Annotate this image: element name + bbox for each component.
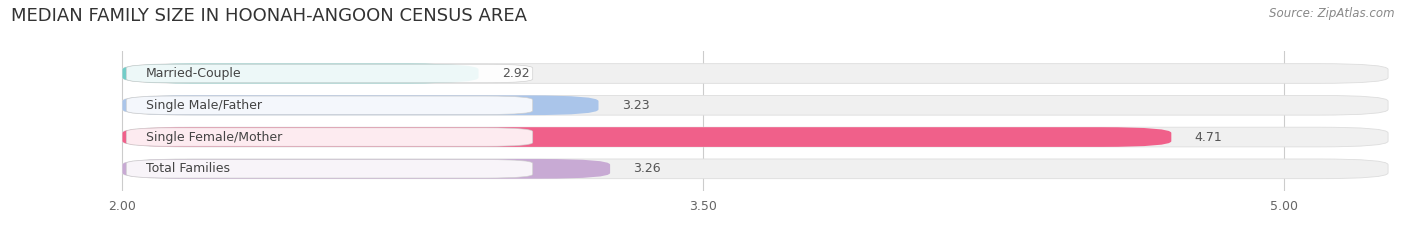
FancyBboxPatch shape — [127, 160, 533, 178]
FancyBboxPatch shape — [122, 159, 610, 179]
FancyBboxPatch shape — [122, 64, 478, 83]
FancyBboxPatch shape — [122, 96, 599, 115]
Text: Source: ZipAtlas.com: Source: ZipAtlas.com — [1270, 7, 1395, 20]
Text: Single Male/Father: Single Male/Father — [146, 99, 262, 112]
Text: 2.92: 2.92 — [502, 67, 530, 80]
Text: Single Female/Mother: Single Female/Mother — [146, 130, 283, 144]
Text: 3.23: 3.23 — [621, 99, 650, 112]
Text: Total Families: Total Families — [146, 162, 229, 175]
Text: 3.26: 3.26 — [633, 162, 661, 175]
FancyBboxPatch shape — [122, 127, 1388, 147]
Text: Married-Couple: Married-Couple — [146, 67, 242, 80]
FancyBboxPatch shape — [122, 64, 1388, 83]
Text: MEDIAN FAMILY SIZE IN HOONAH-ANGOON CENSUS AREA: MEDIAN FAMILY SIZE IN HOONAH-ANGOON CENS… — [11, 7, 527, 25]
FancyBboxPatch shape — [127, 96, 533, 114]
FancyBboxPatch shape — [122, 127, 1171, 147]
FancyBboxPatch shape — [122, 96, 1388, 115]
FancyBboxPatch shape — [122, 159, 1388, 179]
FancyBboxPatch shape — [127, 64, 533, 83]
FancyBboxPatch shape — [127, 128, 533, 146]
Text: 4.71: 4.71 — [1195, 130, 1222, 144]
